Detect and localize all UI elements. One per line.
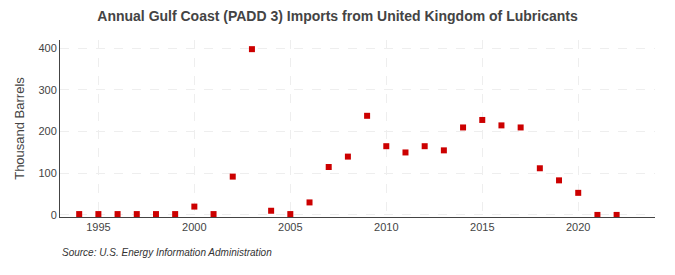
svg-text:Source: U.S. Energy Informatio: Source: U.S. Energy Information Administ…: [62, 247, 272, 258]
svg-text:400: 400: [38, 42, 56, 54]
svg-text:1995: 1995: [86, 221, 110, 233]
svg-text:200: 200: [38, 125, 56, 137]
svg-text:2000: 2000: [182, 221, 206, 233]
svg-text:2015: 2015: [470, 221, 494, 233]
svg-text:0: 0: [51, 209, 57, 221]
svg-text:300: 300: [38, 84, 56, 96]
svg-text:Thousand Barrels: Thousand Barrels: [12, 77, 27, 180]
svg-text:2010: 2010: [374, 221, 398, 233]
svg-text:2005: 2005: [278, 221, 302, 233]
svg-text:100: 100: [38, 167, 56, 179]
svg-text:Annual Gulf Coast (PADD 3) Imp: Annual Gulf Coast (PADD 3) Imports from …: [97, 8, 578, 24]
svg-text:2020: 2020: [566, 221, 590, 233]
